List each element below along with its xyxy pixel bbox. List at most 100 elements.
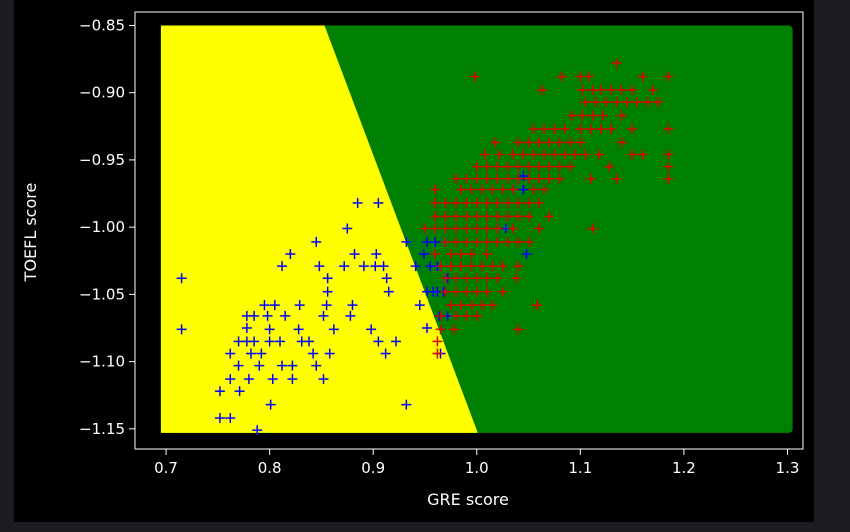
data-point [432,336,443,347]
data-point [518,149,529,160]
data-point [554,161,565,172]
data-point [497,286,508,297]
data-point [445,300,456,311]
data-point [533,161,544,172]
data-point [471,173,482,184]
data-point [663,71,674,82]
data-point [274,336,285,347]
data-point [523,197,534,208]
data-point [513,197,524,208]
data-point [492,236,503,247]
data-point [378,261,389,272]
data-point [575,123,586,134]
data-point [544,211,555,222]
data-point [521,249,532,260]
data-point [559,149,570,160]
data-point [497,261,508,272]
data-point [616,110,627,121]
data-point [234,386,245,397]
data-point [318,310,329,321]
data-point [311,236,322,247]
data-point [523,211,534,222]
data-point [663,123,674,134]
x-tick-label: 1.1 [568,459,592,477]
data-point [480,149,491,160]
data-point [598,110,609,121]
data-point [285,249,296,260]
data-point [544,137,555,148]
data-point [637,149,648,160]
data-point [322,286,333,297]
data-point [461,173,472,184]
data-point [259,300,270,311]
data-point [663,149,674,160]
data-point [508,223,519,234]
data-points [176,58,674,436]
data-point [466,300,477,311]
data-point [577,84,588,95]
x-tick-label: 1.3 [776,459,800,477]
data-point [256,348,267,359]
data-point [513,211,524,222]
data-point [596,123,607,134]
data-point [466,249,477,260]
data-point [492,173,503,184]
data-point [371,249,382,260]
data-point [627,149,638,160]
data-point [533,223,544,234]
data-point [277,261,288,272]
data-point [539,184,550,195]
data-point [564,137,575,148]
data-point [604,161,615,172]
data-point [358,261,369,272]
data-point [508,149,519,160]
data-point [616,137,627,148]
chart-figure: 0.7 0.8 0.9 1.0 1.1 1.2 1.3 −0.85 −0.90 −0.95 −1.… [14,0,814,522]
x-tick-label: 1.0 [465,459,489,477]
data-point [225,413,236,424]
data-point [663,161,674,172]
data-point [287,360,298,371]
data-point [476,184,487,195]
data-point [214,413,225,424]
data-point [487,300,498,311]
data-point [513,137,524,148]
data-point [451,211,462,222]
data-point [539,149,550,160]
data-point [176,273,187,284]
data-point [318,374,329,385]
data-point [482,249,493,260]
data-point [471,286,482,297]
region-left [160,25,478,433]
data-point [528,149,539,160]
data-point [269,300,280,311]
data-point [322,273,333,284]
data-point [366,324,377,335]
data-point [440,236,451,247]
data-point [492,161,503,172]
data-point [482,197,493,208]
x-tick-label: 0.8 [258,459,282,477]
data-point [616,84,627,95]
data-point [590,97,601,108]
data-point [482,286,493,297]
data-point [518,184,529,195]
data-point [508,184,519,195]
data-point [233,360,244,371]
data-point [451,286,462,297]
data-point [502,197,513,208]
data-point [482,173,493,184]
data-point [456,261,467,272]
data-point [451,310,462,321]
data-point [502,211,513,222]
data-point [466,184,477,195]
data-point [497,184,508,195]
data-point [456,249,467,260]
data-point [461,310,472,321]
x-axis-ticks: 0.7 0.8 0.9 1.0 1.1 1.2 1.3 [154,449,799,477]
data-point [528,184,539,195]
data-point [440,223,451,234]
data-point [580,97,591,108]
data-point [430,236,441,247]
data-point [321,300,332,311]
